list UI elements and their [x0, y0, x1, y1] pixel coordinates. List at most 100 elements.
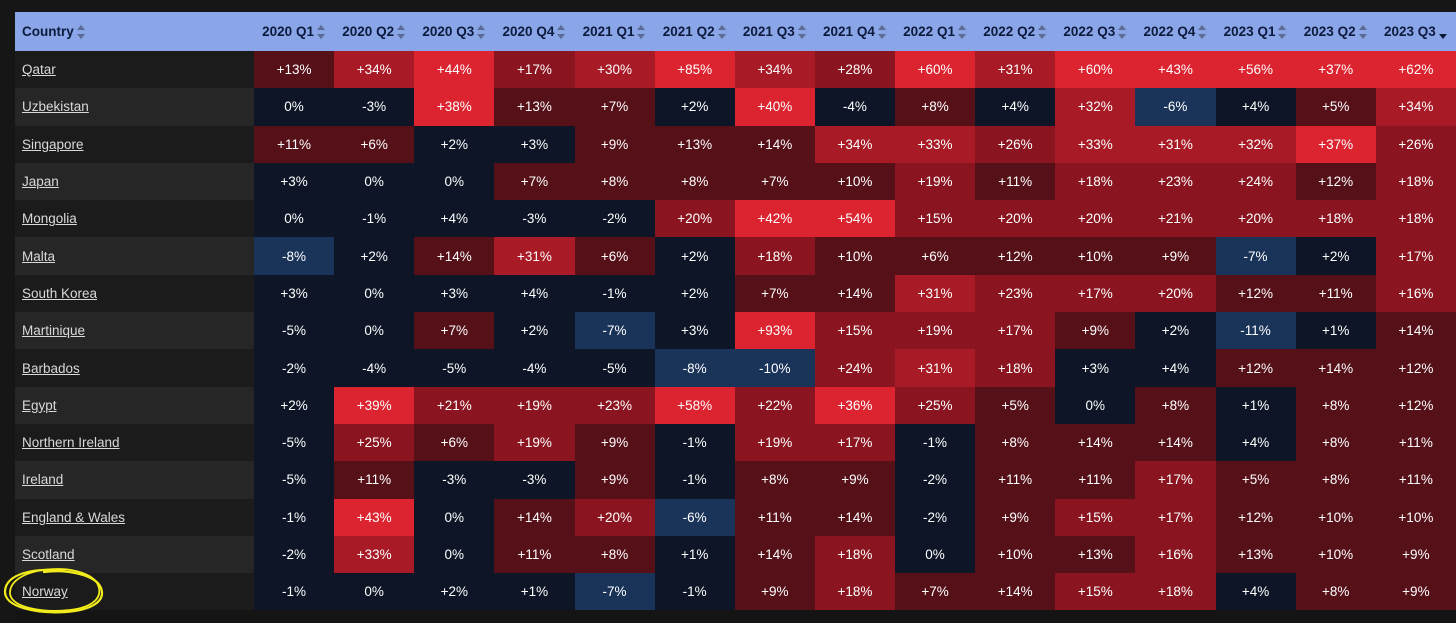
sort-arrows-icon[interactable]: [637, 25, 646, 40]
value-cell: +11%: [1295, 274, 1376, 313]
sort-arrows-icon[interactable]: [1118, 25, 1127, 40]
value-cell: +37%: [1295, 125, 1376, 163]
column-header-country[interactable]: Country: [15, 12, 254, 51]
table-row: Scotland -2% +33% 0% +11% +8% +1% +14% +18% 0% +10…: [15, 535, 1456, 574]
country-cell: Northern Ireland: [15, 423, 254, 462]
sort-arrows-icon[interactable]: [557, 25, 566, 40]
value-cell: +54%: [814, 200, 895, 238]
column-header-label: 2021 Q1: [582, 23, 635, 39]
value-cell: +21%: [414, 386, 495, 424]
sort-arrows-icon[interactable]: [877, 25, 887, 40]
value-cell: +8%: [975, 423, 1056, 462]
sort-arrows-icon[interactable]: [477, 25, 486, 40]
value-cell: -2%: [895, 498, 976, 536]
table-header-row: Country 2020 Q1 2020 Q2 2020 Q3 2020 Q4 2021…: [15, 12, 1456, 51]
column-header-2020-q1[interactable]: 2020 Q1: [254, 12, 335, 51]
column-header-2020-q4[interactable]: 2020 Q4: [494, 12, 575, 51]
country-link[interactable]: Uzbekistan: [22, 99, 89, 115]
value-cell: -1%: [254, 498, 335, 536]
value-cell: -6%: [1135, 88, 1216, 126]
value-cell: -1%: [654, 423, 735, 462]
sort-arrows-icon[interactable]: [797, 25, 807, 40]
column-header-label: 2023 Q2: [1303, 23, 1356, 39]
column-header-2020-q2[interactable]: 2020 Q2: [334, 12, 415, 51]
column-header-2023-q1[interactable]: 2023 Q1: [1215, 12, 1296, 51]
value-cell: +10%: [975, 535, 1056, 574]
country-link[interactable]: England & Wales: [22, 509, 126, 525]
value-cell: -3%: [334, 88, 415, 126]
country-link[interactable]: Scotland: [22, 547, 75, 562]
country-link[interactable]: Martinique: [22, 323, 86, 339]
column-header-2023-q2[interactable]: 2023 Q2: [1295, 12, 1376, 51]
value-cell: +7%: [734, 162, 815, 201]
sort-arrows-icon[interactable]: [717, 25, 727, 40]
value-cell: +34%: [334, 51, 415, 89]
sort-arrows-icon[interactable]: [1198, 25, 1207, 40]
value-cell: +15%: [895, 200, 976, 238]
column-header-label: Country: [22, 23, 74, 39]
column-header-2022-q1[interactable]: 2022 Q1: [895, 12, 976, 51]
value-cell: +10%: [1055, 237, 1136, 275]
value-cell: +58%: [654, 386, 735, 424]
value-cell: -7%: [574, 312, 655, 350]
sort-descending-icon[interactable]: [1438, 25, 1448, 40]
country-link[interactable]: Norway: [22, 584, 68, 600]
column-header-2022-q4[interactable]: 2022 Q4: [1135, 12, 1216, 51]
value-cell: +17%: [1135, 498, 1216, 536]
table-row: Singapore +11% +6% +2% +3% +9% +13% +14% +34% +33…: [15, 125, 1456, 163]
country-link[interactable]: Egypt: [22, 397, 57, 413]
country-link[interactable]: South Korea: [22, 285, 98, 301]
column-header-2022-q3[interactable]: 2022 Q3: [1055, 12, 1136, 51]
value-cell: -2%: [574, 200, 655, 238]
value-cell: +7%: [574, 88, 655, 126]
value-cell: +38%: [414, 88, 495, 126]
country-link[interactable]: Mongolia: [22, 211, 77, 227]
country-link[interactable]: Malta: [22, 248, 56, 264]
country-link[interactable]: Northern Ireland: [22, 435, 120, 451]
sort-arrows-icon[interactable]: [1278, 25, 1287, 40]
sort-arrows-icon[interactable]: [1358, 25, 1368, 40]
sort-arrows-icon[interactable]: [397, 25, 406, 40]
value-cell: -8%: [254, 237, 335, 275]
sort-arrows-icon[interactable]: [76, 25, 86, 40]
country-link[interactable]: Singapore: [22, 136, 84, 152]
value-cell: +14%: [734, 535, 815, 574]
value-cell: +23%: [975, 274, 1056, 313]
value-cell: +13%: [494, 88, 575, 126]
value-cell: +9%: [1375, 573, 1456, 611]
value-cell: +31%: [1135, 125, 1216, 163]
country-link[interactable]: Barbados: [22, 360, 80, 376]
column-header-2021-q4[interactable]: 2021 Q4: [814, 12, 895, 51]
column-header-2020-q3[interactable]: 2020 Q3: [414, 12, 495, 51]
value-cell: +60%: [1055, 51, 1136, 89]
country-cell: Martinique: [15, 312, 254, 350]
value-cell: +18%: [1375, 200, 1456, 238]
column-header-2023-q3[interactable]: 2023 Q3: [1375, 12, 1456, 51]
value-cell: +3%: [254, 274, 335, 313]
value-cell: +8%: [895, 88, 976, 126]
sort-arrows-icon[interactable]: [957, 25, 967, 40]
value-cell: +31%: [494, 237, 575, 275]
country-link[interactable]: Qatar: [22, 62, 56, 78]
value-cell: -4%: [494, 349, 575, 387]
sort-arrows-icon[interactable]: [1038, 25, 1047, 40]
column-header-label: 2020 Q1: [262, 23, 314, 39]
value-cell: +33%: [334, 535, 415, 574]
column-header-2021-q1[interactable]: 2021 Q1: [574, 12, 655, 51]
value-cell: +13%: [654, 125, 735, 163]
value-cell: +4%: [1215, 88, 1296, 126]
column-header-2022-q2[interactable]: 2022 Q2: [975, 12, 1056, 51]
table-row: England & Wales -1% +43% 0% +14% +20% -6% +11% +…: [15, 498, 1456, 536]
value-cell: +20%: [654, 200, 735, 238]
value-cell: +34%: [734, 51, 815, 89]
value-cell: +14%: [1055, 423, 1136, 462]
table-row: South Korea +3% 0% +3% +4% -1% +2% +7% +14% +31% +…: [15, 274, 1456, 313]
country-link[interactable]: Japan: [22, 174, 59, 190]
column-header-2021-q2[interactable]: 2021 Q2: [654, 12, 735, 51]
column-header-2021-q3[interactable]: 2021 Q3: [734, 12, 815, 51]
value-cell: +23%: [1135, 162, 1216, 201]
sort-arrows-icon[interactable]: [316, 25, 326, 40]
country-link[interactable]: Ireland: [22, 472, 64, 488]
value-cell: +11%: [975, 162, 1056, 201]
value-cell: +4%: [494, 274, 575, 313]
